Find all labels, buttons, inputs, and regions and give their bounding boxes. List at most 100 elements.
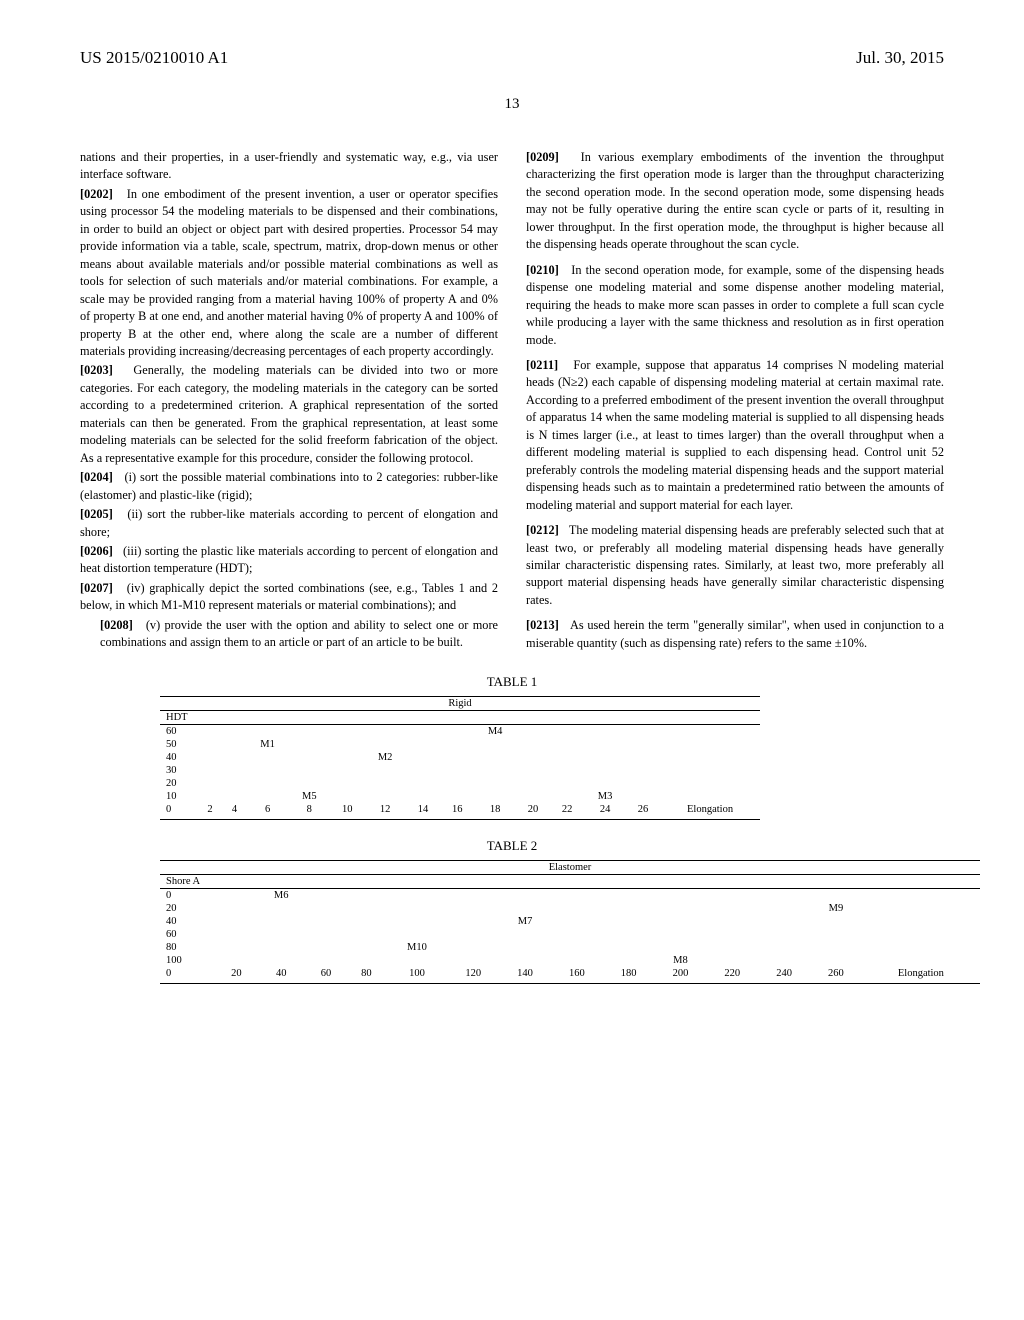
table-cell xyxy=(758,889,810,903)
table-cell xyxy=(330,751,364,764)
table-cell xyxy=(474,790,516,803)
table-cell xyxy=(626,751,660,764)
para-0212-text: The modeling material dispensing heads a… xyxy=(526,523,944,607)
table-cell xyxy=(603,954,655,967)
table-cell xyxy=(364,764,406,777)
para-0211-text: For example, suppose that apparatus 14 c… xyxy=(526,358,944,512)
para-0209: [0209] In various exemplary embodiments … xyxy=(526,149,944,254)
row-header-cell: 80 xyxy=(160,941,216,954)
table2-caption: TABLE 2 xyxy=(80,838,944,854)
para-0213-text: As used herein the term "generally simil… xyxy=(526,618,944,649)
table-cell: 220 xyxy=(706,967,758,984)
table-cell xyxy=(516,790,550,803)
table-cell xyxy=(216,928,256,941)
para-num-0207: [0207] xyxy=(80,581,113,595)
table-cell xyxy=(655,915,707,928)
table-cell xyxy=(551,902,603,915)
table1-caption: TABLE 1 xyxy=(80,674,944,690)
table-row: 50M1 xyxy=(160,738,760,751)
right-column: [0209] In various exemplary embodiments … xyxy=(526,149,944,654)
para-0209-text: In various exemplary embodiments of the … xyxy=(526,150,944,251)
table-cell xyxy=(364,777,406,790)
table-cell: M10 xyxy=(387,941,448,954)
para-0205-text: (ii) sort the rubber-like materials acco… xyxy=(80,507,498,538)
table-cell: 140 xyxy=(499,967,551,984)
para-num-0203: [0203] xyxy=(80,363,113,377)
row-header-cell: 60 xyxy=(160,725,198,739)
table-cell xyxy=(655,941,707,954)
table-cell: 260 xyxy=(810,967,862,984)
table-cell xyxy=(655,889,707,903)
table-cell xyxy=(288,738,330,751)
table-cell xyxy=(330,764,364,777)
table-cell xyxy=(551,928,603,941)
table-cell xyxy=(516,738,550,751)
table-cell xyxy=(758,915,810,928)
table-cell: M6 xyxy=(257,889,306,903)
table-cell xyxy=(660,738,760,751)
table-cell xyxy=(288,777,330,790)
table-cell: 16 xyxy=(440,803,474,820)
table-cell xyxy=(447,889,499,903)
table-cell xyxy=(516,764,550,777)
table1-subhead: HDT xyxy=(160,711,760,725)
table-cell xyxy=(346,941,386,954)
table-cell xyxy=(862,928,980,941)
row-header-cell: 50 xyxy=(160,738,198,751)
table-cell xyxy=(222,751,246,764)
para-num-0211: [0211] xyxy=(526,358,558,372)
table-cell xyxy=(198,790,222,803)
table-cell xyxy=(499,902,551,915)
table-cell xyxy=(584,777,626,790)
para-num-0206: [0206] xyxy=(80,544,113,558)
table-cell xyxy=(306,928,346,941)
table-cell xyxy=(440,777,474,790)
table-cell xyxy=(516,751,550,764)
table-cell: 4 xyxy=(222,803,246,820)
para-num-0205: [0205] xyxy=(80,507,113,521)
para-num-0213: [0213] xyxy=(526,618,559,632)
table-cell: 12 xyxy=(364,803,406,820)
table-row: 20M9 xyxy=(160,902,980,915)
para-0206: [0206] (iii) sorting the plastic like ma… xyxy=(80,543,498,578)
table-cell xyxy=(306,954,346,967)
table-cell xyxy=(387,915,448,928)
table-cell xyxy=(447,941,499,954)
header-left: US 2015/0210010 A1 xyxy=(80,48,228,68)
table-cell xyxy=(550,790,584,803)
para-0202: [0202] In one embodiment of the present … xyxy=(80,186,498,361)
table-cell xyxy=(660,725,760,739)
table-cell xyxy=(516,725,550,739)
para-0206-text: (iii) sorting the plastic like materials… xyxy=(80,544,498,575)
table-cell xyxy=(216,902,256,915)
para-0204: [0204] (i) sort the possible material co… xyxy=(80,469,498,504)
table-row: 60 xyxy=(160,928,980,941)
table-cell xyxy=(198,751,222,764)
table-cell xyxy=(810,954,862,967)
table-cell xyxy=(330,777,364,790)
table-cell xyxy=(346,954,386,967)
table-cell xyxy=(862,915,980,928)
row-header-cell: 20 xyxy=(160,777,198,790)
table-cell xyxy=(247,725,289,739)
table-cell xyxy=(706,928,758,941)
table-cell xyxy=(626,777,660,790)
table-row: 60M4 xyxy=(160,725,760,739)
para-0203: [0203] Generally, the modeling materials… xyxy=(80,362,498,467)
page: US 2015/0210010 A1 Jul. 30, 2015 13 nati… xyxy=(0,0,1024,1320)
table-cell xyxy=(330,790,364,803)
table-row: 02468101214161820222426Elongation xyxy=(160,803,760,820)
table-cell: 14 xyxy=(406,803,440,820)
table-cell: 120 xyxy=(447,967,499,984)
para-0210: [0210] In the second operation mode, for… xyxy=(526,262,944,349)
table-cell xyxy=(306,915,346,928)
table-cell xyxy=(474,751,516,764)
row-header-cell: 0 xyxy=(160,803,198,820)
table-cell xyxy=(862,889,980,903)
table-cell xyxy=(655,928,707,941)
text-columns: nations and their properties, in a user-… xyxy=(80,149,944,654)
table-cell xyxy=(387,928,448,941)
table1: Rigid HDT 60M450M140M2302010M5M302468101… xyxy=(160,696,760,820)
table-cell xyxy=(706,902,758,915)
table-cell xyxy=(551,915,603,928)
